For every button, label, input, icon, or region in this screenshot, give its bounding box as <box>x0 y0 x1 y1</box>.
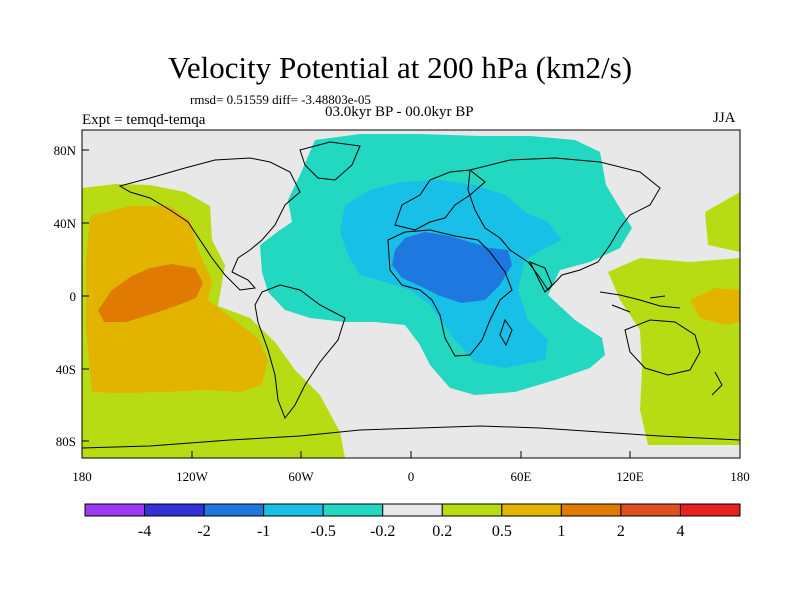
colorbar-swatch <box>322 503 384 517</box>
colorbar-label: 0.5 <box>492 523 512 540</box>
y-tick-label: 40N <box>54 216 77 231</box>
x-tick-labels: 180 120W 60W 0 60E 120E 180 <box>72 469 750 484</box>
colorbar-swatch <box>84 503 146 517</box>
period-label: 03.0kyr BP - 00.0kyr BP <box>325 104 474 120</box>
x-tick-label: 60W <box>288 469 314 484</box>
coast-asia <box>467 157 661 291</box>
colorbar-label: -0.5 <box>311 523 336 540</box>
colorbar-labels: -4 -2 -1 -0.5 -0.2 0.2 0.5 1 2 4 <box>138 523 685 540</box>
colorbar-swatch <box>441 503 503 517</box>
colorbar-swatch <box>382 503 443 517</box>
colorbar-swatch <box>263 503 324 517</box>
colorbar-swatch <box>144 503 205 517</box>
colorbar-label: 4 <box>676 523 684 540</box>
y-tick-label: 40S <box>56 362 76 377</box>
season-label: JJA <box>713 110 736 126</box>
map-panel <box>82 130 740 458</box>
coast-australia <box>624 319 701 376</box>
coast-europe <box>394 169 486 231</box>
coast-india <box>528 261 553 293</box>
colorbar-swatch <box>679 503 741 517</box>
colorbar-swatch <box>560 503 622 517</box>
coast-north-america <box>118 157 301 291</box>
coast-south-america <box>254 284 346 420</box>
colorbar-label: 1 <box>557 523 565 540</box>
contour-positive-westpacific <box>705 192 740 252</box>
y-tick-labels: 80N 40N 0 40S 80S <box>54 143 77 449</box>
contour-maritime-05 <box>690 288 740 325</box>
coast-africa <box>387 229 513 357</box>
coast-antarctica <box>82 425 740 449</box>
coastlines <box>82 141 740 449</box>
x-tick-label: 120W <box>176 469 209 484</box>
contour-negative-1 <box>392 232 512 303</box>
colorbar <box>84 503 741 517</box>
colorbar-label: -2 <box>197 523 210 540</box>
x-ticks <box>81 451 741 458</box>
y-tick-label: 80N <box>54 143 77 158</box>
x-tick-label: 180 <box>72 469 92 484</box>
coast-madagascar <box>499 318 513 347</box>
experiment-label: Expt = temqd-temqa <box>82 112 206 128</box>
colorbar-label: -0.2 <box>370 523 395 540</box>
x-tick-label: 0 <box>408 469 415 484</box>
stats-text: rmsd= 0.51559 diff= -3.48803e-05 <box>190 92 371 107</box>
colorbar-swatch <box>203 503 265 517</box>
y-tick-label: 80S <box>56 434 76 449</box>
colorbar-swatch <box>620 503 681 517</box>
coast-greenland <box>299 141 361 181</box>
colorbar-label: -4 <box>138 523 151 540</box>
map-title: Velocity Potential at 200 hPa (km2/s) <box>167 50 633 85</box>
x-tick-label: 60E <box>511 469 532 484</box>
colorbar-label: -1 <box>257 523 270 540</box>
x-tick-label: 180 <box>730 469 750 484</box>
y-tick-label: 0 <box>70 289 77 304</box>
coast-indonesia <box>599 291 681 313</box>
colorbar-label: 2 <box>617 523 625 540</box>
colorbar-label: 0.2 <box>432 523 452 540</box>
colorbar-swatch <box>501 503 562 517</box>
x-tick-label: 120E <box>616 469 644 484</box>
y-ticks <box>82 149 89 442</box>
coast-new-zealand <box>711 371 723 396</box>
contour-pacific-1 <box>98 264 203 322</box>
